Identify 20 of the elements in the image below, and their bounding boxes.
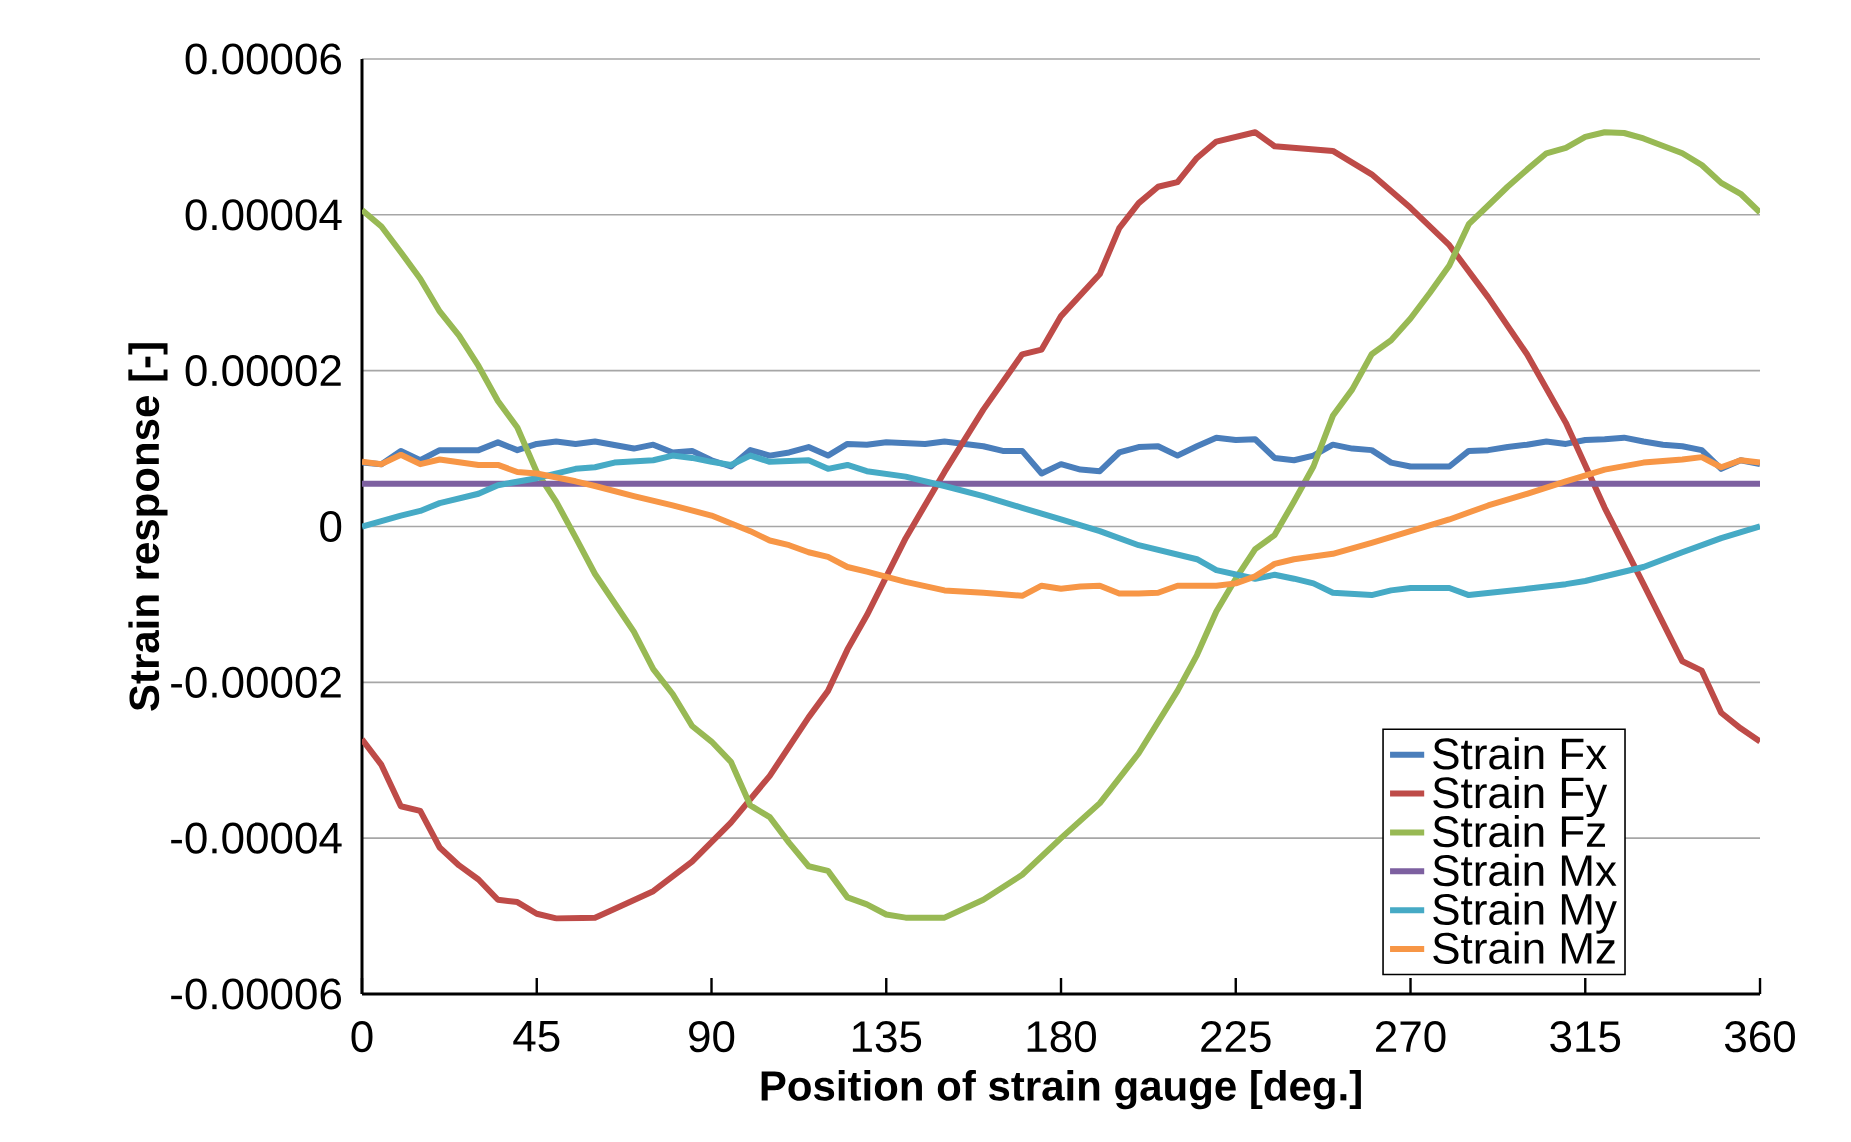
legend-label: Strain Mx [1433,853,1617,887]
y-tick-label: 0.00004 [185,199,342,231]
x-tick-label: 45 [513,1021,560,1052]
x-tick-label: 90 [689,1021,735,1053]
y-axis-title: Strain response [-] [128,343,168,711]
x-tick-label: 0 [351,1021,373,1053]
y-tick-label: 0.00006 [185,43,341,75]
x-axis-title: Position of strain gauge [deg.] [761,1069,1361,1110]
x-tick-label: 180 [1027,1021,1096,1053]
y-tick-label: 0.00002 [185,355,341,387]
x-tick-label: 360 [1724,1021,1795,1053]
y-tick-label: -0.00002 [171,666,341,698]
y-tick-label: 0 [320,510,342,543]
x-tick-label: 315 [1550,1021,1621,1053]
y-tick-label: -0.00006 [171,978,341,1010]
x-tick-label: 135 [852,1021,922,1053]
legend-label: Strain Fx [1433,737,1607,770]
x-tick-label: 225 [1201,1021,1271,1053]
y-tick-label: -0.00004 [171,822,342,854]
x-tick-label: 270 [1376,1021,1446,1053]
